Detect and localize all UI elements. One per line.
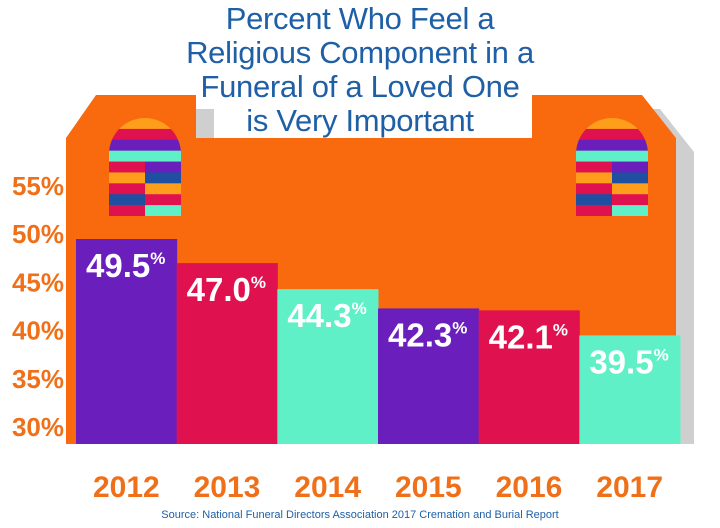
stained-glass-window-left: [109, 118, 181, 216]
window-pane: [576, 205, 612, 216]
window-pane: [109, 205, 145, 216]
window-pane: [612, 194, 648, 206]
window-pane: [612, 172, 648, 184]
window-pane: [145, 139, 181, 152]
title-line: Religious Component in a: [186, 35, 534, 70]
window-pane: [576, 194, 612, 206]
y-tick-label: 50%: [12, 219, 64, 249]
bar: [378, 308, 480, 444]
window-pane: [576, 161, 612, 173]
window-pane: [145, 128, 181, 141]
bar: [478, 310, 580, 444]
window-pane: [612, 161, 648, 173]
window-pane: [109, 194, 145, 206]
x-tick-label: 2014: [294, 471, 361, 504]
window-pane: [612, 139, 648, 152]
window-pane: [109, 150, 145, 163]
y-tick-label: 45%: [12, 267, 64, 297]
window-pane: [145, 150, 181, 163]
x-tick-label: 2017: [596, 471, 663, 504]
window-pane: [145, 194, 181, 206]
window-pane: [145, 118, 181, 130]
window-pane: [612, 150, 648, 163]
window-pane: [109, 139, 145, 152]
window-pane: [109, 118, 145, 130]
window-pane: [145, 205, 181, 216]
window-pane: [576, 172, 612, 184]
chart-title: Percent Who Feel a Religious Component i…: [120, 2, 600, 138]
x-tick-label: 2016: [496, 471, 563, 504]
window-pane: [109, 172, 145, 184]
x-tick-label: 2015: [395, 471, 462, 504]
window-pane: [109, 128, 145, 141]
window-pane: [576, 118, 612, 130]
window-pane: [576, 139, 612, 152]
window-pane: [576, 128, 612, 141]
window-pane: [145, 172, 181, 184]
window-pane: [109, 183, 145, 195]
x-tick-label: 2012: [93, 471, 160, 504]
window-pane: [109, 161, 145, 173]
bar: [579, 335, 681, 444]
title-line: is Very Important: [246, 103, 474, 138]
title-line: Funeral of a Loved One: [200, 69, 520, 104]
data-label: 39.5%: [589, 343, 668, 380]
window-pane: [145, 183, 181, 195]
window-pane: [612, 205, 648, 216]
title-line: Percent Who Feel a: [225, 1, 495, 36]
window-pane: [576, 150, 612, 163]
window-panes: [576, 118, 648, 216]
window-pane: [145, 161, 181, 173]
y-tick-label: 35%: [12, 364, 64, 394]
bar: [76, 239, 178, 444]
y-tick-label: 40%: [12, 316, 64, 346]
window-panes: [109, 118, 181, 216]
bar: [176, 263, 278, 444]
source-note: Source: National Funeral Directors Assoc…: [161, 509, 559, 521]
x-tick-label: 2013: [194, 471, 261, 504]
window-pane: [576, 183, 612, 195]
window-pane: [612, 118, 648, 130]
window-pane: [612, 128, 648, 141]
y-tick-label: 30%: [12, 412, 64, 442]
window-pane: [612, 183, 648, 195]
bar: [277, 289, 379, 444]
y-tick-label: 55%: [12, 171, 64, 201]
stained-glass-window-right: [576, 118, 648, 216]
